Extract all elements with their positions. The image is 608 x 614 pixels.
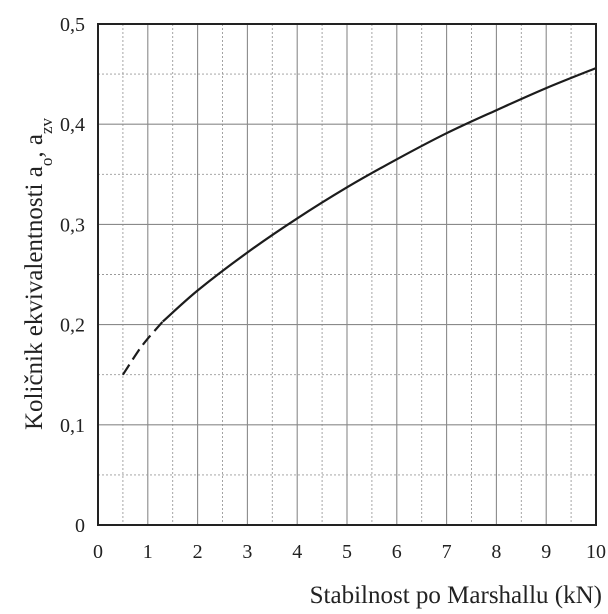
y-axis-title-sub-o: o	[37, 158, 56, 167]
y-tick-label: 0	[75, 515, 85, 537]
y-axis-title-sub-zv: zv	[37, 118, 56, 135]
x-tick-label: 9	[541, 541, 551, 563]
x-tick-label: 8	[491, 541, 501, 563]
curves	[121, 67, 597, 376]
plot-frame	[97, 23, 597, 526]
y-axis-title-main: Količnik ekvivalentnosti a	[21, 166, 48, 430]
x-axis-title: Stabilnost po Marshallu (kN)	[310, 582, 602, 609]
x-tick-label: 4	[292, 541, 302, 563]
grid	[98, 24, 596, 525]
y-tick-label: 0,2	[60, 315, 85, 337]
y-axis-title: Količnik ekvivalentnosti ao, azv	[21, 118, 56, 430]
y-tick-label: 0,4	[60, 114, 85, 136]
x-axis-ticks: 0 1 2 3 4 5 6 7 8 9 10	[93, 541, 606, 563]
curve-solid	[161, 67, 597, 323]
x-tick-label: 0	[93, 541, 103, 563]
x-tick-label: 6	[392, 541, 402, 563]
y-tick-label: 0,5	[60, 14, 85, 36]
y-axis-ticks: 0 0,1 0,2 0,3 0,4 0,5	[60, 14, 85, 537]
x-tick-label: 5	[342, 541, 352, 563]
curve-dashed-extrapolation	[121, 320, 164, 376]
x-tick-label: 2	[193, 541, 203, 563]
x-tick-label: 10	[586, 541, 606, 563]
x-tick-label: 3	[242, 541, 252, 563]
x-tick-label: 1	[143, 541, 153, 563]
x-tick-label: 7	[442, 541, 452, 563]
y-axis-title-sep: , a	[21, 134, 48, 158]
y-tick-label: 0,3	[60, 214, 85, 236]
y-tick-label: 0,1	[60, 415, 85, 437]
